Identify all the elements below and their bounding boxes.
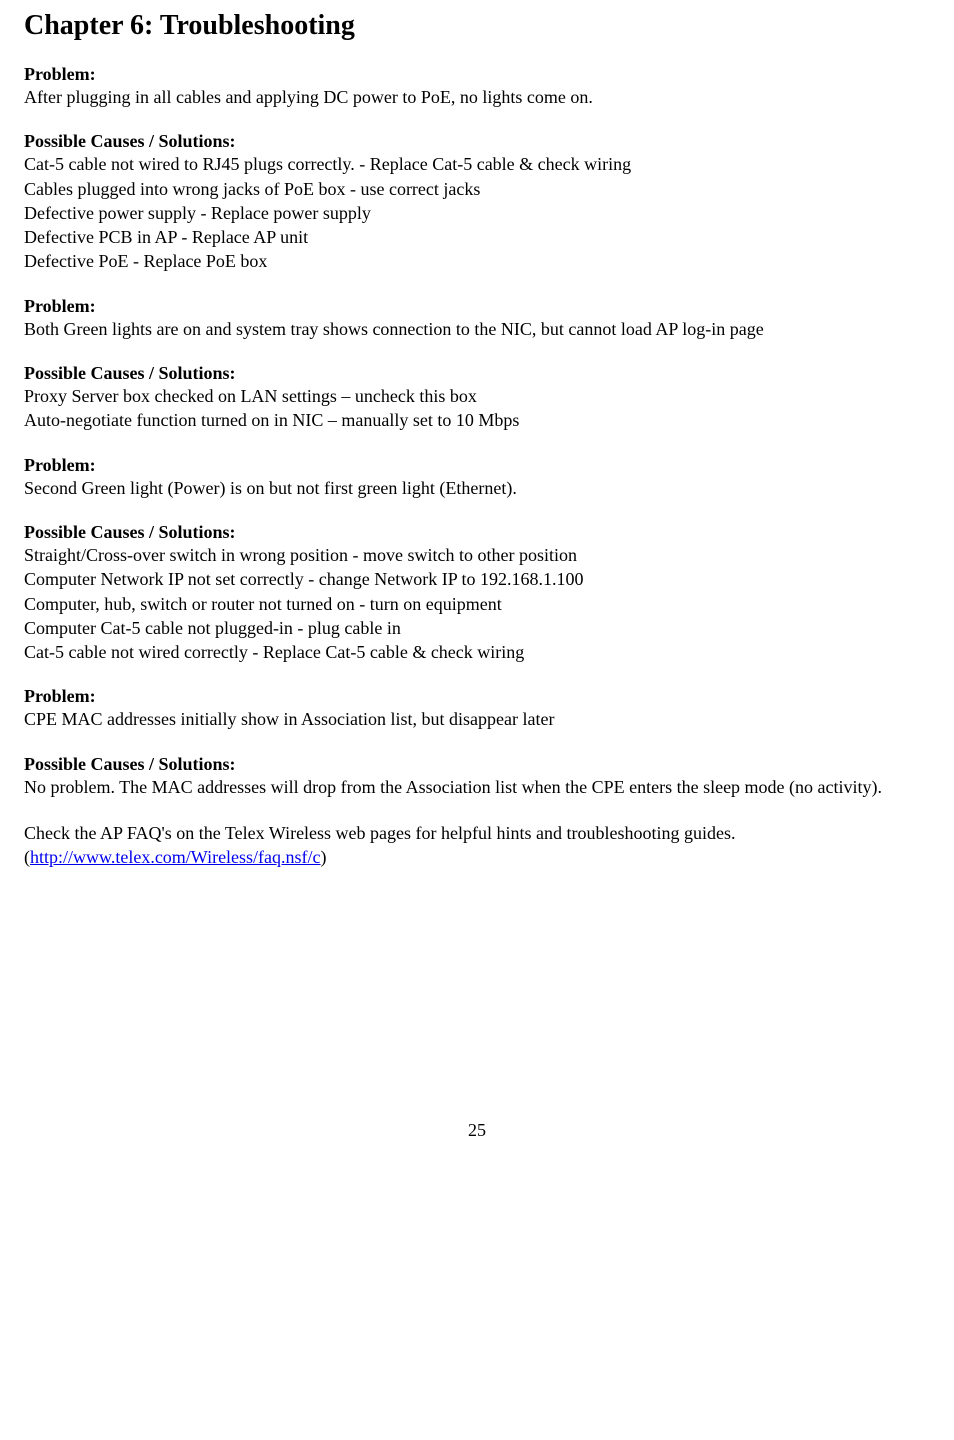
page-number: 25 (24, 1120, 930, 1141)
solution-line: Computer, hub, switch or router not turn… (24, 592, 930, 616)
solution-line: Defective PoE - Replace PoE box (24, 249, 930, 273)
problem-section: Problem: Second Green light (Power) is o… (24, 455, 930, 500)
solutions-section: Possible Causes / Solutions: Cat-5 cable… (24, 131, 930, 273)
problem-section: Problem: After plugging in all cables an… (24, 64, 930, 109)
solutions-label: Possible Causes / Solutions: (24, 131, 930, 152)
solution-line: Cat-5 cable not wired to RJ45 plugs corr… (24, 152, 930, 176)
solution-line: No problem. The MAC addresses will drop … (24, 775, 930, 799)
problem-text: CPE MAC addresses initially show in Asso… (24, 707, 930, 731)
solutions-section: Possible Causes / Solutions: No problem.… (24, 754, 930, 799)
solutions-label: Possible Causes / Solutions: (24, 363, 930, 384)
faq-link[interactable]: http://www.telex.com/Wireless/faq.nsf/c (30, 847, 321, 867)
solution-line: Computer Cat-5 cable not plugged-in - pl… (24, 616, 930, 640)
chapter-title: Chapter 6: Troubleshooting (24, 10, 930, 42)
problem-label: Problem: (24, 455, 930, 476)
problem-section: Problem: CPE MAC addresses initially sho… (24, 686, 930, 731)
solutions-section: Possible Causes / Solutions: Proxy Serve… (24, 363, 930, 433)
problem-section: Problem: Both Green lights are on and sy… (24, 296, 930, 341)
problem-text: After plugging in all cables and applyin… (24, 85, 930, 109)
solution-line: Straight/Cross-over switch in wrong posi… (24, 543, 930, 567)
solutions-label: Possible Causes / Solutions: (24, 522, 930, 543)
footer-text-after: ) (321, 847, 327, 867)
footer-paragraph: Check the AP FAQ's on the Telex Wireless… (24, 821, 930, 870)
solution-line: Cables plugged into wrong jacks of PoE b… (24, 177, 930, 201)
solution-line: Auto-negotiate function turned on in NIC… (24, 408, 930, 432)
problem-label: Problem: (24, 686, 930, 707)
solution-line: Proxy Server box checked on LAN settings… (24, 384, 930, 408)
solutions-label: Possible Causes / Solutions: (24, 754, 930, 775)
solution-line: Defective PCB in AP - Replace AP unit (24, 225, 930, 249)
solutions-section: Possible Causes / Solutions: Straight/Cr… (24, 522, 930, 664)
solution-line: Cat-5 cable not wired correctly - Replac… (24, 640, 930, 664)
problem-text: Second Green light (Power) is on but not… (24, 476, 930, 500)
problem-label: Problem: (24, 296, 930, 317)
problem-text: Both Green lights are on and system tray… (24, 317, 930, 341)
solution-line: Computer Network IP not set correctly - … (24, 567, 930, 591)
solution-line: Defective power supply - Replace power s… (24, 201, 930, 225)
problem-label: Problem: (24, 64, 930, 85)
